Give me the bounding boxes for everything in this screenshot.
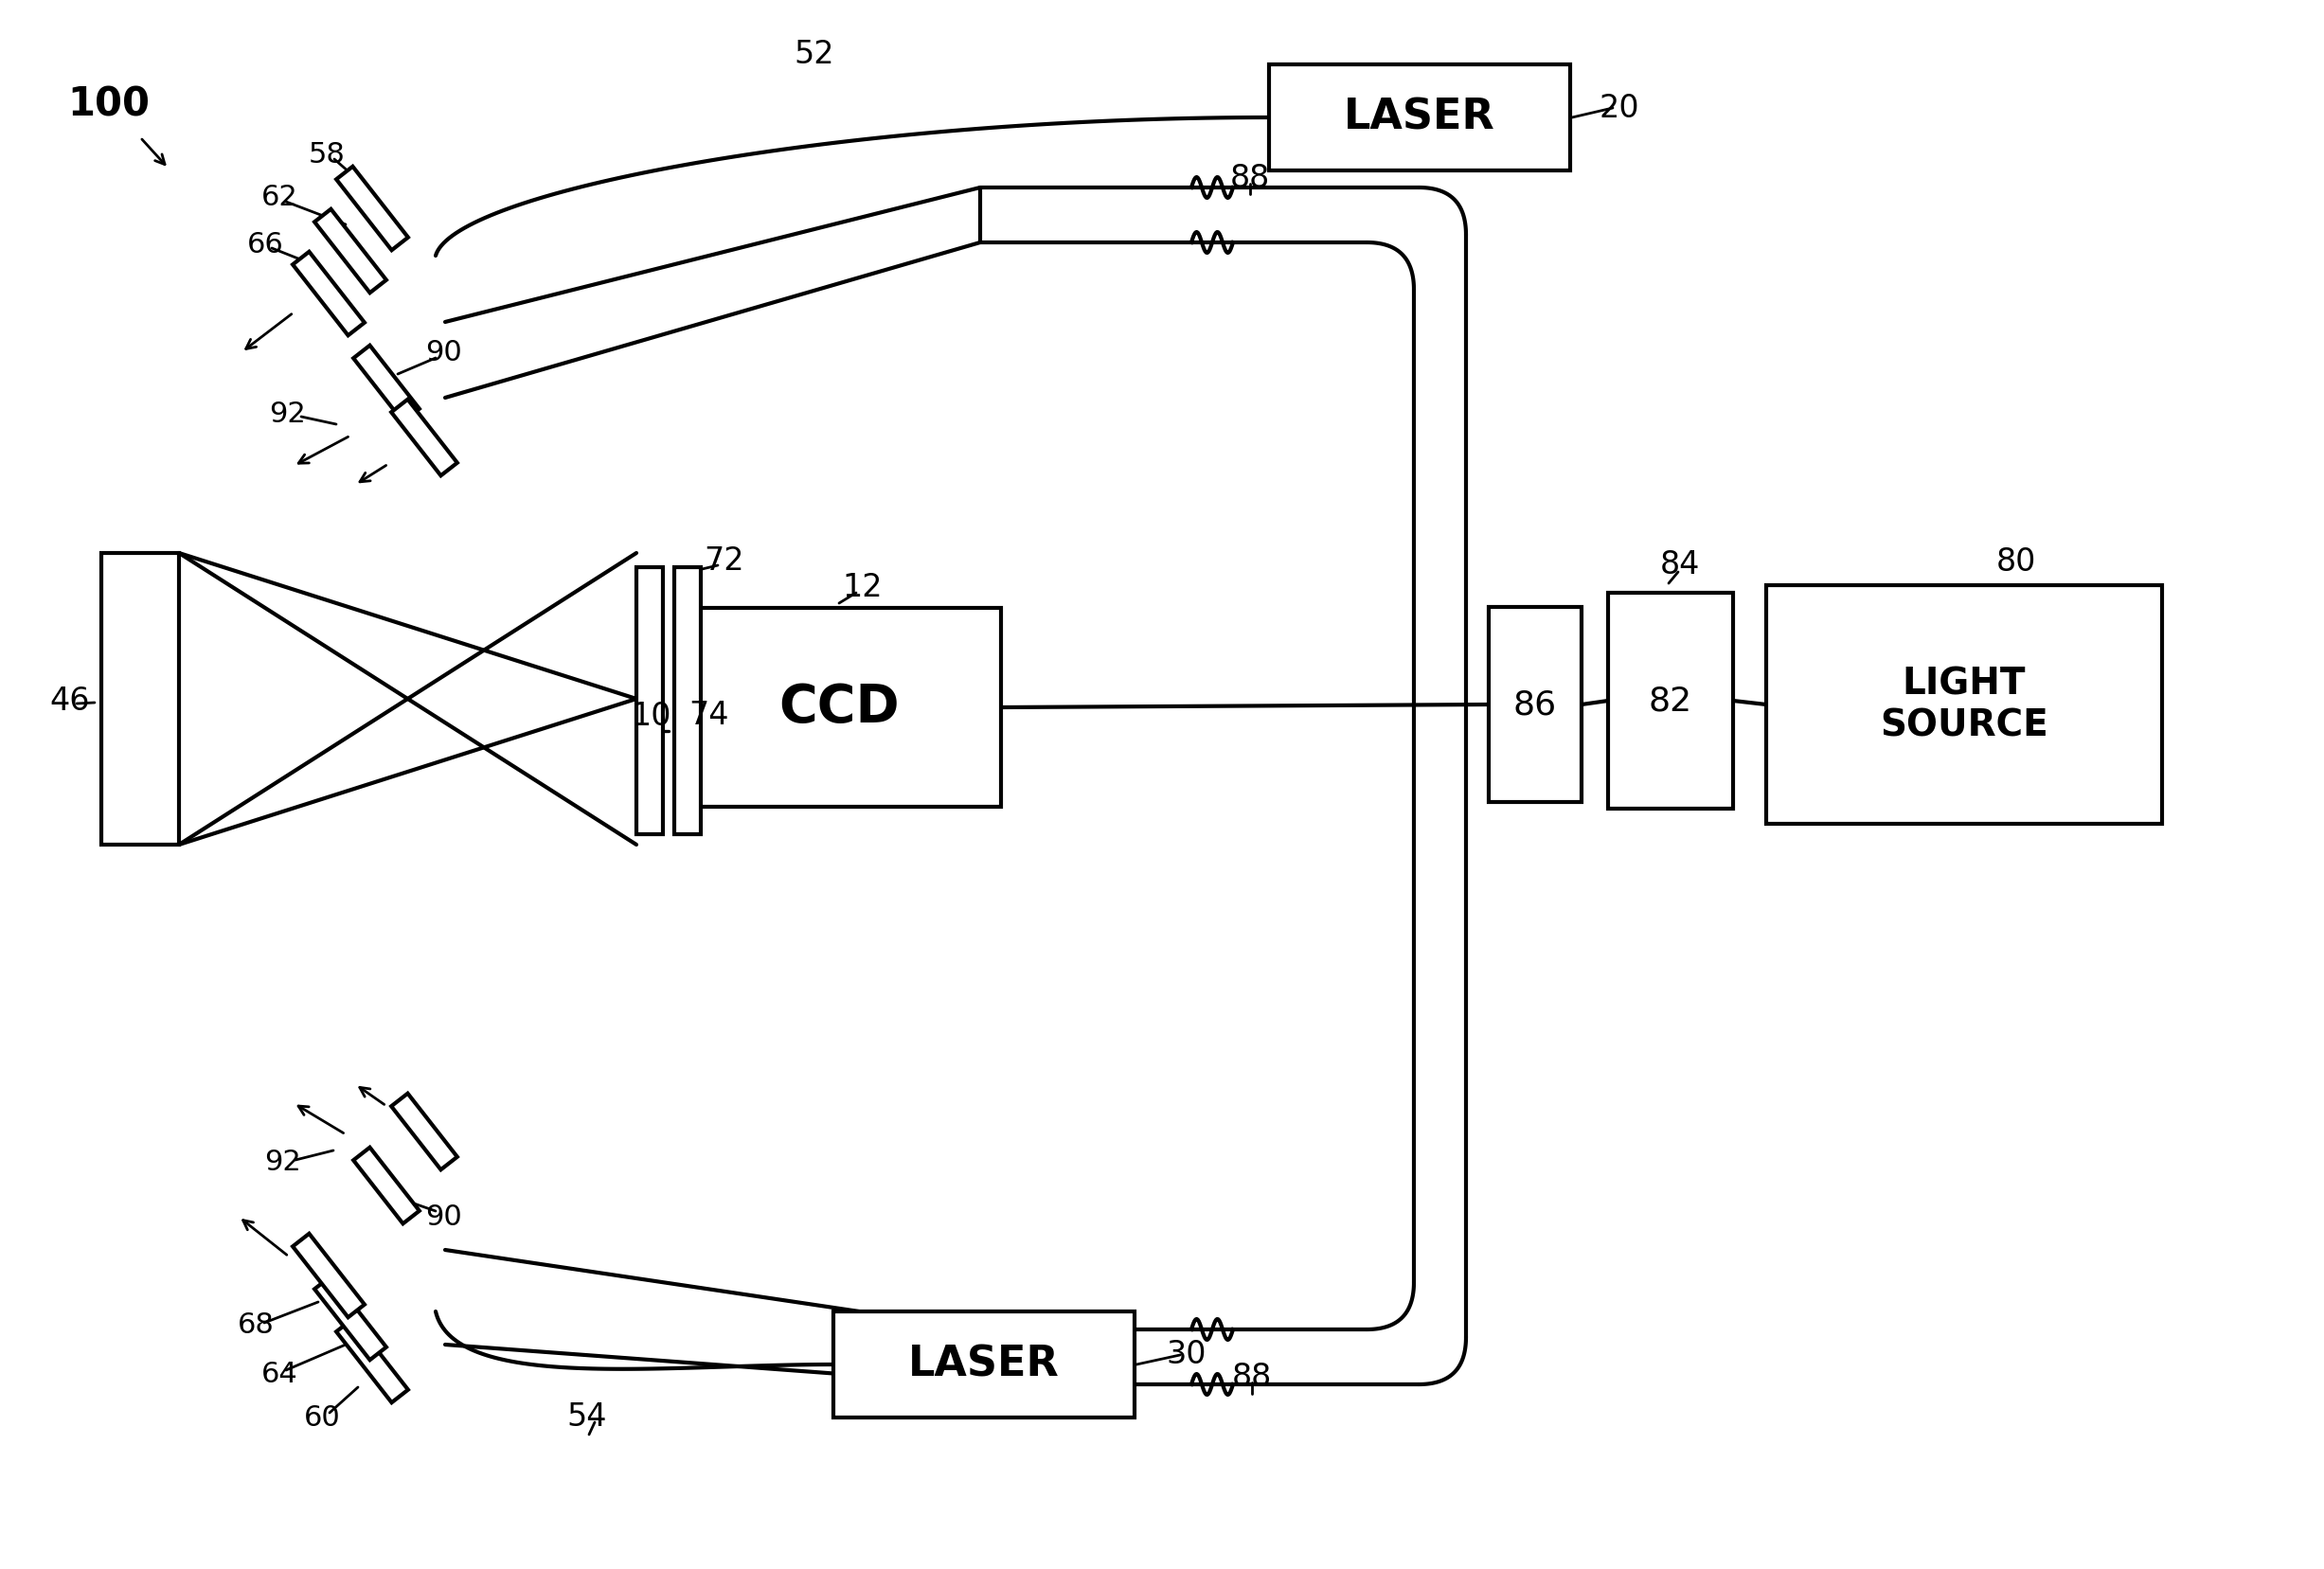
Text: 20: 20	[1599, 93, 1641, 124]
Text: 92: 92	[265, 1149, 300, 1177]
Text: 66: 66	[246, 231, 284, 257]
Polygon shape	[353, 1147, 418, 1224]
Text: 52: 52	[795, 38, 834, 69]
Bar	[834, 1312, 1134, 1417]
Bar	[1269, 64, 1571, 171]
Text: 82: 82	[1648, 684, 1692, 717]
Bar	[674, 566, 702, 835]
Bar	[102, 552, 179, 844]
Text: 10: 10	[632, 700, 672, 731]
Polygon shape	[314, 209, 386, 293]
Polygon shape	[293, 251, 365, 336]
Text: CCD: CCD	[779, 683, 899, 733]
Text: LASER: LASER	[909, 1345, 1060, 1385]
Polygon shape	[353, 345, 418, 422]
Text: 84: 84	[1659, 549, 1701, 581]
Bar	[676, 607, 1002, 806]
Text: 92: 92	[270, 400, 304, 427]
Polygon shape	[390, 400, 458, 475]
Text: 30: 30	[1167, 1340, 1206, 1371]
Polygon shape	[337, 1320, 409, 1403]
Text: 60: 60	[304, 1404, 339, 1431]
Text: 72: 72	[704, 544, 744, 576]
Bar	[637, 566, 662, 835]
Polygon shape	[337, 166, 409, 249]
Text: 12: 12	[844, 571, 883, 602]
Text: 86: 86	[1513, 689, 1557, 720]
Polygon shape	[314, 1276, 386, 1360]
Text: 100: 100	[67, 85, 151, 124]
Text: LIGHT
SOURCE: LIGHT SOURCE	[1880, 665, 2047, 744]
Text: 90: 90	[425, 1203, 462, 1230]
Text: 46: 46	[49, 686, 91, 717]
Text: 74: 74	[688, 700, 727, 731]
Text: LASER: LASER	[1343, 97, 1494, 138]
Text: 62: 62	[260, 184, 297, 210]
Text: 90: 90	[425, 339, 462, 366]
Text: 80: 80	[1996, 546, 2036, 577]
Text: 58: 58	[309, 141, 346, 168]
Polygon shape	[293, 1233, 365, 1318]
Bar	[1766, 585, 2161, 824]
Bar	[1608, 593, 1734, 808]
Text: 88: 88	[1229, 163, 1271, 193]
Text: 88: 88	[1232, 1362, 1271, 1392]
Bar	[1490, 607, 1583, 802]
Text: 54: 54	[567, 1401, 607, 1432]
Polygon shape	[390, 1094, 458, 1169]
Text: 64: 64	[260, 1362, 297, 1389]
Text: 68: 68	[237, 1312, 274, 1340]
